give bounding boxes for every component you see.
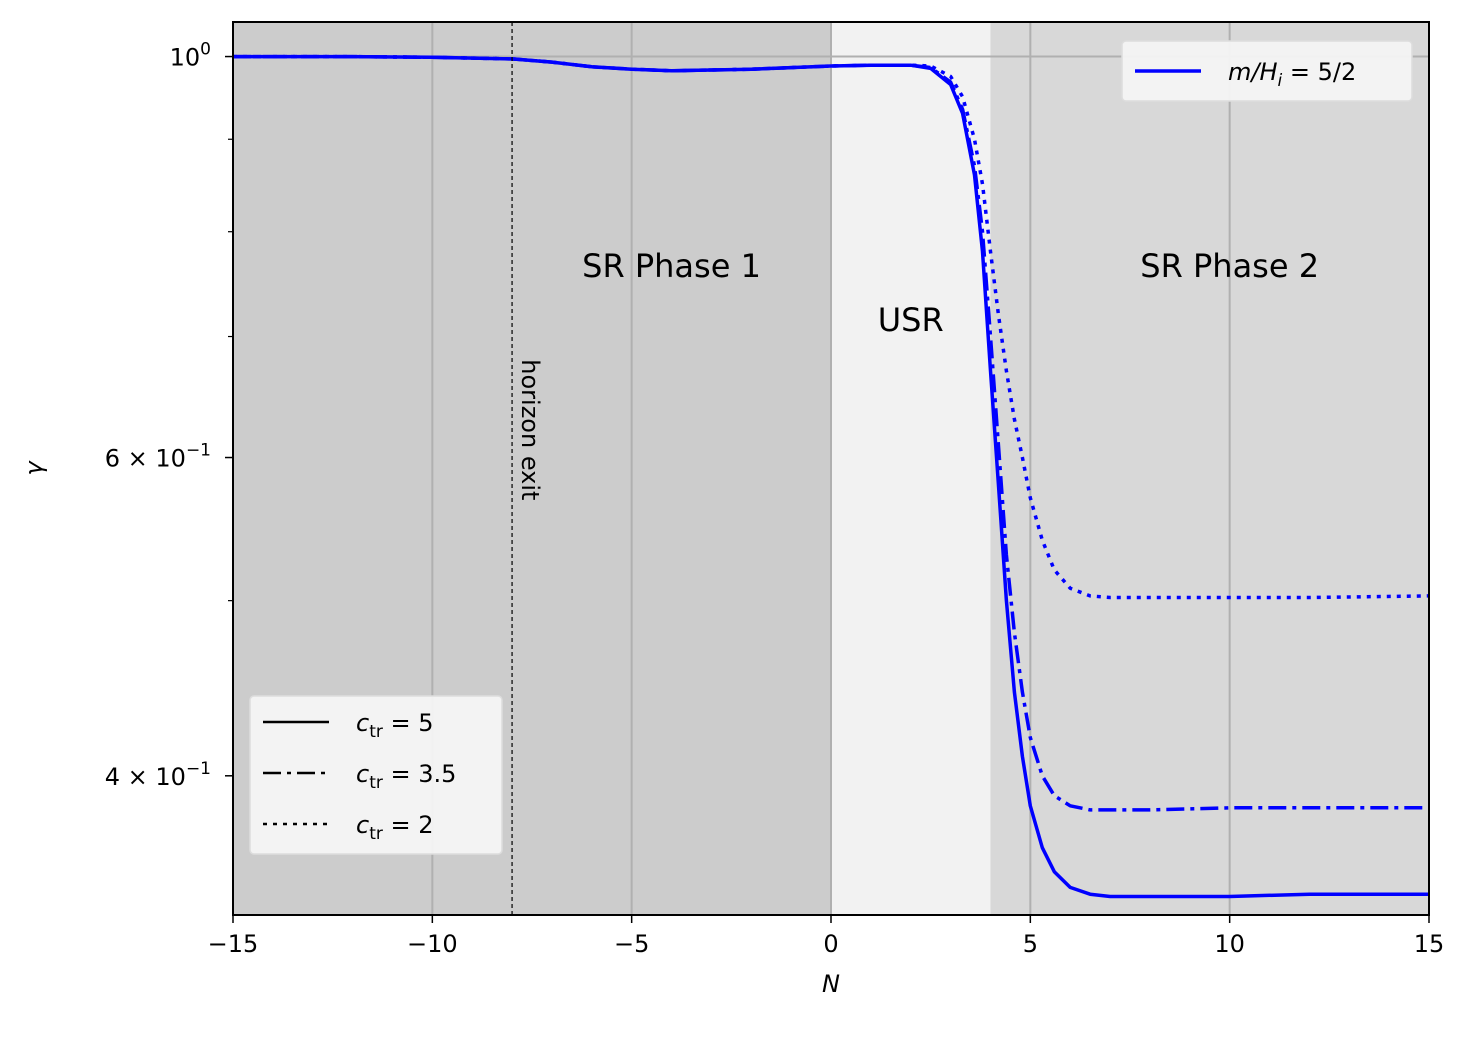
x-tick-label: 0 [823,930,838,958]
x-tick-label: −10 [407,930,458,958]
series-line-2 [233,54,1430,600]
legend-linestyle: ctr = 5 ctr = 3.5 ctr = 2 [249,695,503,855]
legend-color: m/Hi = 5/2 [1121,40,1413,102]
horizon-exit-label: horizon exit [516,359,544,500]
x-tick-label: 15 [1414,930,1445,958]
legend-label: ctr = 3.5 [356,760,456,793]
region-label-1: SR Phase 1 [582,247,761,285]
legend-label: ctr = 5 [356,709,434,742]
axis-ticks: −15 −10 −5 0 5 10 15 100 6 × 10−1 4 × 10−1 [105,40,1445,958]
x-tick-label: −5 [614,930,649,958]
x-tick-label: −15 [208,930,259,958]
x-tick-label: 5 [1023,930,1038,958]
legend-box [1121,40,1413,102]
y-tick-label: 100 [170,40,211,72]
x-axis-label: N [822,970,840,998]
region-bg-3 [990,22,1429,915]
x-tick-label: 10 [1214,930,1245,958]
region-backgrounds [233,22,1429,915]
region-label-2: USR [878,301,944,339]
legend-label: m/Hi = 5/2 [1228,58,1356,91]
region-bg-2 [831,22,991,915]
y-tick-label: 4 × 10−1 [105,759,211,791]
legend-box [249,695,503,855]
annotations: horizon exit SR Phase 1 USR SR Phase 2 [511,22,1319,915]
series-lines [233,54,1430,899]
region-label-3: SR Phase 2 [1140,247,1319,285]
y-tick-label: 6 × 10−1 [105,441,211,473]
legend-label: ctr = 2 [356,811,434,844]
y-axis-label: γ [20,460,48,476]
series-line-1 [233,54,1429,812]
region-bg-1 [512,22,831,915]
